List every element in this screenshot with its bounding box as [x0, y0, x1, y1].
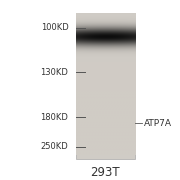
Text: 130KD: 130KD	[40, 68, 68, 77]
Text: 250KD: 250KD	[41, 142, 68, 151]
Bar	[76, 17, 135, 159]
Text: 293T: 293T	[90, 166, 120, 179]
Text: ATP7A: ATP7A	[144, 119, 172, 128]
Text: 100KD: 100KD	[41, 23, 68, 32]
Text: 180KD: 180KD	[40, 113, 68, 122]
